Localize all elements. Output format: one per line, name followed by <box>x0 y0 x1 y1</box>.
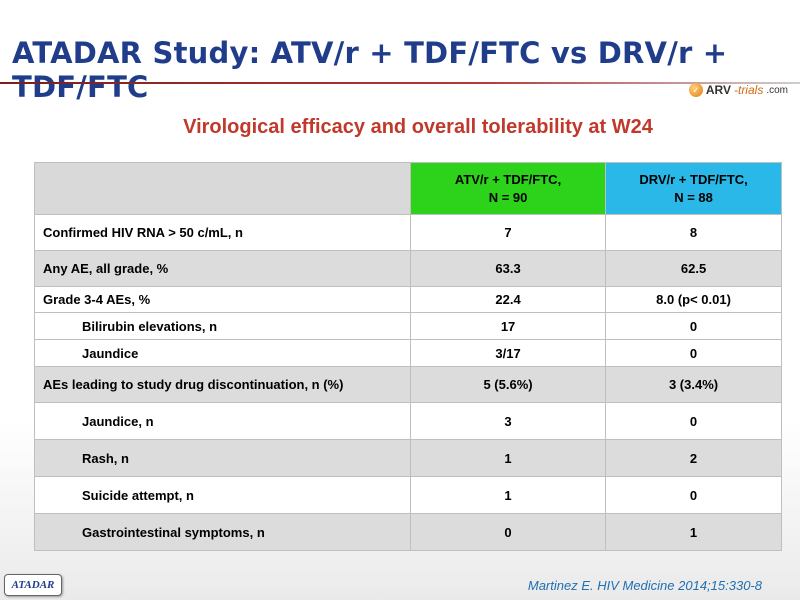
drv-value: 1 <box>605 513 782 551</box>
table-row: AEs leading to study drug discontinuatio… <box>34 366 782 403</box>
drv-value: 3 (3.4%) <box>605 366 782 403</box>
logo-globe-icon: ✓ <box>688 83 703 97</box>
drv-arm-n: N = 88 <box>674 189 713 205</box>
slide-title: ATADAR Study: ATV/r + TDF/FTC vs DRV/r +… <box>12 36 728 104</box>
table-row: Jaundice, n 3 0 <box>34 402 782 440</box>
table-row: Rash, n 1 2 <box>34 439 782 477</box>
atv-value: 1 <box>409 439 607 477</box>
logo-arv-text: ARV <box>705 83 731 97</box>
table-row: Suicide attempt, n 1 0 <box>34 476 782 514</box>
arv-trials-logo: ✓ ARV -trials .com <box>688 80 788 100</box>
atv-value: 0 <box>409 513 607 551</box>
atadar-footer-tag: ATADAR <box>4 574 62 596</box>
atv-value: 63.3 <box>409 250 607 287</box>
table-row: Any AE, all grade, % 63.3 62.5 <box>34 250 782 287</box>
drv-value: 8.0 (p< 0.01) <box>605 286 782 313</box>
drv-value: 0 <box>605 402 782 440</box>
drv-value: 2 <box>605 439 782 477</box>
table-row: Confirmed HIV RNA > 50 c/mL, n 7 8 <box>34 214 782 251</box>
row-label: Confirmed HIV RNA > 50 c/mL, n <box>34 214 411 251</box>
header-blank-cell <box>34 162 411 215</box>
atv-value: 22.4 <box>409 286 607 313</box>
slide-subtitle: Virological efficacy and overall tolerab… <box>183 116 653 138</box>
table-row: Grade 3-4 AEs, % 22.4 8.0 (p< 0.01) <box>34 286 782 313</box>
logo-trials-text: -trials <box>733 83 764 97</box>
header-atv-arm: ATV/r + TDF/FTC, N = 90 <box>409 162 607 215</box>
drv-value: 0 <box>605 476 782 514</box>
title-divider <box>0 82 800 84</box>
row-label: Grade 3-4 AEs, % <box>34 286 411 313</box>
atv-arm-n: N = 90 <box>488 189 528 205</box>
atv-value: 3/17 <box>409 339 607 367</box>
atv-value: 17 <box>409 312 607 340</box>
atv-value: 5 (5.6%) <box>409 366 607 403</box>
header-drv-arm: DRV/r + TDF/FTC, N = 88 <box>605 162 782 215</box>
drv-value: 0 <box>605 339 782 367</box>
atv-arm-name: ATV/r + TDF/FTC, <box>454 171 562 187</box>
row-label: Any AE, all grade, % <box>34 250 411 287</box>
citation: Martinez E. HIV Medicine 2014;15:330-8 <box>527 578 762 593</box>
table-header-row: ATV/r + TDF/FTC, N = 90 DRV/r + TDF/FTC,… <box>34 162 782 215</box>
results-table: ATV/r + TDF/FTC, N = 90 DRV/r + TDF/FTC,… <box>34 162 782 551</box>
row-label: Jaundice <box>34 339 411 367</box>
row-label: AEs leading to study drug discontinuatio… <box>34 366 411 403</box>
atv-value: 7 <box>409 214 607 251</box>
logo-com-text: .com <box>766 84 788 96</box>
drv-value: 62.5 <box>605 250 782 287</box>
atv-value: 3 <box>409 402 607 440</box>
row-label: Suicide attempt, n <box>34 476 411 514</box>
row-label: Bilirubin elevations, n <box>34 312 411 340</box>
drv-arm-name: DRV/r + TDF/FTC, <box>639 171 748 187</box>
table-row: Jaundice 3/17 0 <box>34 339 782 367</box>
row-label: Jaundice, n <box>34 402 411 440</box>
table-row: Bilirubin elevations, n 17 0 <box>34 312 782 340</box>
row-label: Rash, n <box>34 439 411 477</box>
atv-value: 1 <box>409 476 607 514</box>
table-row: Gastrointestinal symptoms, n 0 1 <box>34 513 782 551</box>
drv-value: 8 <box>605 214 782 251</box>
drv-value: 0 <box>605 312 782 340</box>
row-label: Gastrointestinal symptoms, n <box>34 513 411 551</box>
